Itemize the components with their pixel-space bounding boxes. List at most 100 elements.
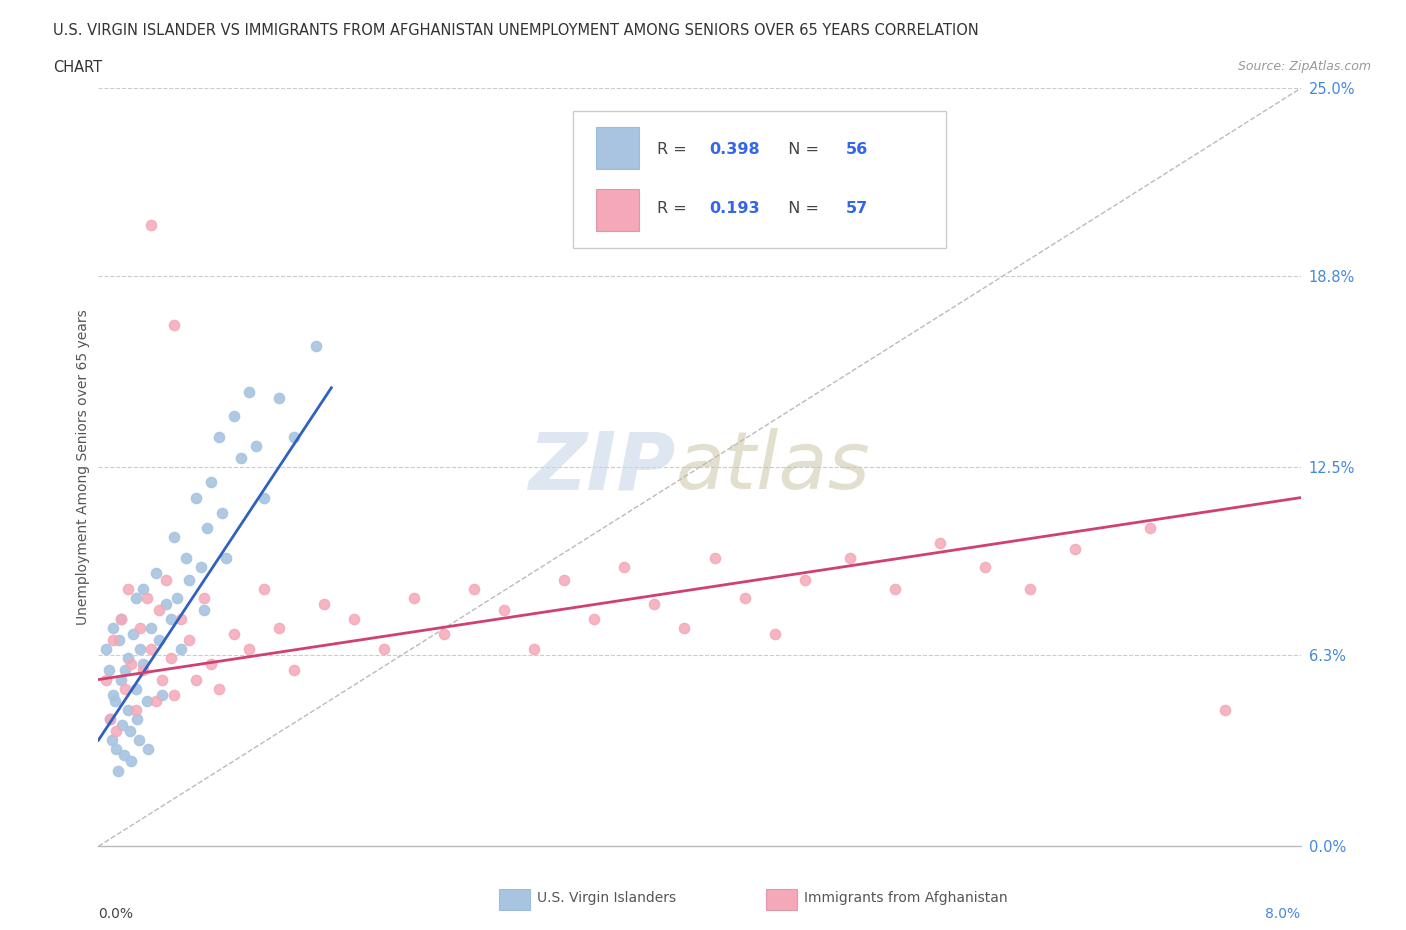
Point [343,612,366,627]
Point [793,572,815,587]
Point [129,642,152,657]
Point [177,572,200,587]
Point [267,391,290,405]
Point [312,596,335,611]
Point [200,657,222,671]
Point [110,672,132,687]
Point [159,651,181,666]
Point [150,687,173,702]
Point [190,560,212,575]
Point [129,620,152,635]
Point [463,581,485,596]
Point [104,694,127,709]
Point [122,627,145,642]
Point [127,711,149,726]
FancyBboxPatch shape [574,111,946,247]
Point [166,591,188,605]
Point [100,711,122,726]
Point [128,733,150,748]
Point [613,560,636,575]
Point [162,317,184,332]
Point [155,596,177,611]
Point [139,620,162,635]
Point [305,339,328,353]
Point [267,620,290,635]
Point [583,612,606,627]
Text: 0.398: 0.398 [709,142,759,157]
Point [673,620,696,635]
Text: 56: 56 [846,142,869,157]
Point [118,724,141,738]
Point [135,591,157,605]
Point [215,551,238,565]
Text: U.S. Virgin Islanders: U.S. Virgin Islanders [537,891,676,906]
Point [200,475,222,490]
Point [373,642,395,657]
Point [734,591,756,605]
Point [238,642,260,657]
Text: Immigrants from Afghanistan: Immigrants from Afghanistan [804,891,1008,906]
Text: 8.0%: 8.0% [1265,907,1301,921]
Text: R =: R = [658,202,692,217]
Point [222,408,245,423]
Point [402,591,425,605]
Point [184,490,207,505]
Point [283,663,305,678]
Text: Source: ZipAtlas.com: Source: ZipAtlas.com [1237,60,1371,73]
Point [94,672,117,687]
Point [208,430,231,445]
Point [184,672,207,687]
Point [103,620,125,635]
Point [245,439,267,454]
Point [238,384,260,399]
Point [283,430,305,445]
Point [132,581,155,596]
Point [145,566,167,581]
Point [145,694,167,709]
Point [105,724,128,738]
Point [170,642,193,657]
Point [121,754,143,769]
Point [110,612,132,627]
Point [222,627,245,642]
Point [117,581,139,596]
Point [763,627,786,642]
Point [155,572,177,587]
Point [177,632,200,647]
FancyBboxPatch shape [596,189,640,231]
Point [105,742,128,757]
Text: N =: N = [778,142,824,157]
Point [139,642,162,657]
Point [139,218,162,232]
Point [193,603,215,618]
Point [159,612,181,627]
Point [208,681,231,696]
Point [108,632,131,647]
Text: 0.193: 0.193 [709,202,759,217]
Point [838,551,860,565]
Text: atlas: atlas [675,429,870,506]
Point [211,505,233,520]
Point [253,581,276,596]
Point [1139,521,1161,536]
Point [117,651,139,666]
Point [136,742,159,757]
FancyBboxPatch shape [596,127,640,169]
Point [170,612,193,627]
Point [1064,542,1087,557]
Text: N =: N = [778,202,824,217]
Point [117,702,139,717]
Point [114,663,136,678]
Point [494,603,516,618]
Text: CHART: CHART [53,60,103,75]
Text: U.S. VIRGIN ISLANDER VS IMMIGRANTS FROM AFGHANISTAN UNEMPLOYMENT AMONG SENIORS O: U.S. VIRGIN ISLANDER VS IMMIGRANTS FROM … [53,23,979,38]
Point [125,591,148,605]
Point [97,663,120,678]
Point [148,632,170,647]
Point [111,718,134,733]
Point [253,490,276,505]
Point [928,536,950,551]
Point [195,521,218,536]
Point [121,657,143,671]
Point [433,627,456,642]
